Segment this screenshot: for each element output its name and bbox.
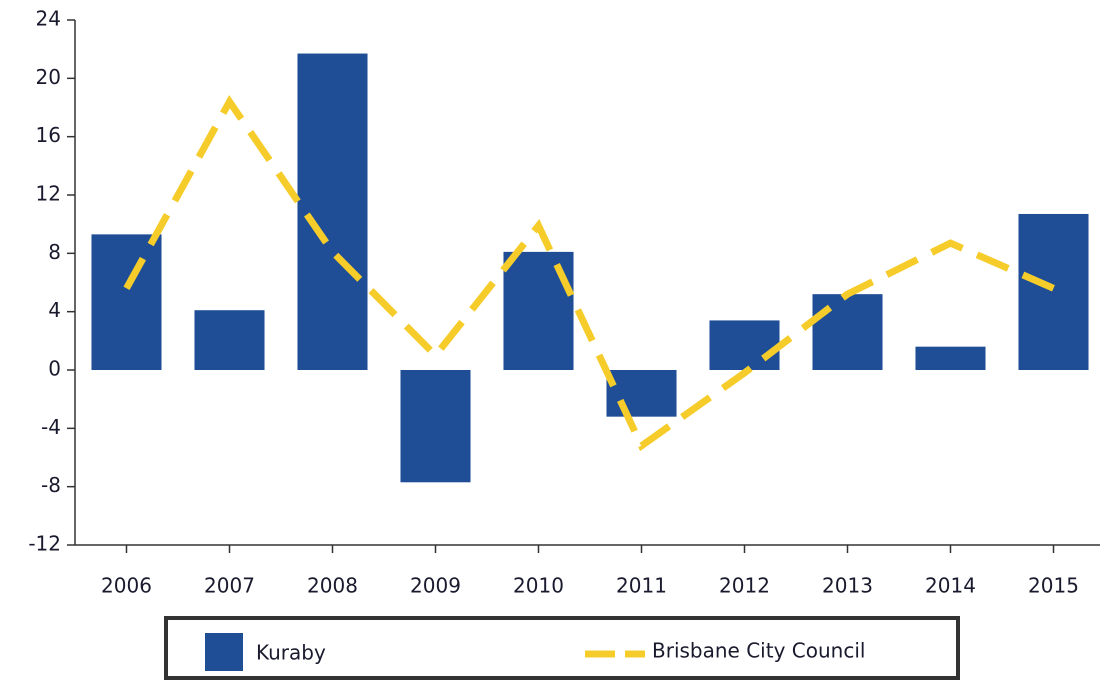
x-tick-label: 2015 <box>1028 574 1079 598</box>
x-tick-label: 2006 <box>101 574 152 598</box>
x-tick-label: 2007 <box>204 574 255 598</box>
y-tick-label: 0 <box>48 357 61 381</box>
y-tick-label: 8 <box>48 240 61 264</box>
bar <box>91 234 162 370</box>
x-tick-label: 2012 <box>719 574 770 598</box>
y-tick-label: -8 <box>41 473 61 497</box>
bar <box>709 320 780 370</box>
bar <box>297 53 368 371</box>
bar <box>812 294 883 370</box>
x-tick-label: 2013 <box>822 574 873 598</box>
legend-label: Kuraby <box>256 641 326 665</box>
y-tick-label: 12 <box>36 182 61 206</box>
bar <box>400 370 471 483</box>
y-tick-label: 4 <box>48 298 61 322</box>
x-tick-label: 2014 <box>925 574 976 598</box>
bar <box>503 251 574 370</box>
x-tick-label: 2008 <box>307 574 358 598</box>
bar <box>1018 213 1089 370</box>
line <box>123 95 1055 452</box>
legend-label: Brisbane City Council <box>652 639 865 663</box>
y-tick-label: -4 <box>41 415 61 439</box>
x-tick-label: 2009 <box>410 574 461 598</box>
bar <box>915 346 986 370</box>
x-tick-label: 2011 <box>616 574 667 598</box>
y-tick-label: 16 <box>36 123 61 147</box>
legend-swatch <box>205 633 243 671</box>
x-tick-label: 2010 <box>513 574 564 598</box>
bar <box>194 310 265 370</box>
y-tick-label: -12 <box>28 532 61 556</box>
y-tick-label: 20 <box>36 65 61 89</box>
bar <box>606 370 677 417</box>
y-tick-label: 24 <box>36 7 61 31</box>
legend-box <box>164 616 960 680</box>
